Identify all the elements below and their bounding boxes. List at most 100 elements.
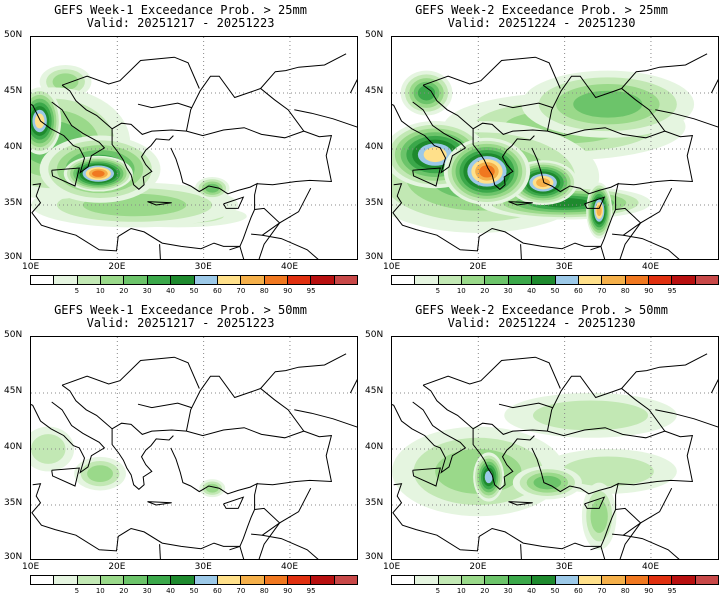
coastline-border bbox=[546, 375, 666, 439]
coastline-border bbox=[111, 122, 187, 135]
colorbar bbox=[391, 575, 719, 585]
lat-label: 50N bbox=[4, 330, 23, 340]
lat-label: 50N bbox=[4, 30, 23, 40]
lon-label: 20E bbox=[469, 562, 487, 572]
precip-contour bbox=[536, 178, 550, 188]
lon-label: 10E bbox=[22, 262, 40, 272]
colorbar-swatch bbox=[77, 576, 102, 584]
colorbar-swatch bbox=[415, 576, 439, 584]
colorbar-swatch bbox=[672, 576, 696, 584]
coastline-border bbox=[294, 109, 357, 128]
coastline-border bbox=[422, 56, 561, 89]
coastline-border bbox=[51, 167, 80, 187]
colorbar-swatch bbox=[54, 576, 78, 584]
lat-label: 45N bbox=[4, 86, 23, 96]
coastline-border bbox=[621, 353, 708, 389]
colorbar-swatch bbox=[672, 276, 696, 284]
colorbar-label: 10 bbox=[456, 287, 466, 295]
coastline-border bbox=[185, 75, 305, 139]
colorbar-label: 80 bbox=[620, 587, 630, 595]
colorbar-swatch bbox=[264, 276, 288, 284]
lat-label: 40N bbox=[365, 442, 384, 452]
colorbar-label: 70 bbox=[236, 587, 246, 595]
colorbar-swatch bbox=[578, 276, 603, 284]
colorbar-swatch bbox=[77, 276, 102, 284]
coastline-border bbox=[159, 244, 161, 259]
colorbar-swatch bbox=[625, 276, 649, 284]
colorbar-label: 20 bbox=[119, 287, 129, 295]
coastline-border bbox=[229, 545, 245, 559]
coastline-border bbox=[137, 102, 192, 109]
coastline-border bbox=[623, 234, 680, 259]
colorbar-swatch bbox=[241, 576, 265, 584]
colorbar-label: 95 bbox=[667, 587, 677, 595]
colorbar-swatch bbox=[54, 276, 78, 284]
coastline-border bbox=[61, 84, 174, 190]
colorbar-label: 90 bbox=[644, 587, 654, 595]
lat-label: 35N bbox=[4, 198, 23, 208]
coastline-border bbox=[623, 534, 680, 559]
colorbar-label: 50 bbox=[189, 587, 199, 595]
lat-label: 30N bbox=[365, 252, 384, 262]
coastline-border bbox=[349, 79, 357, 94]
coastline-border bbox=[710, 379, 718, 394]
coastline-border bbox=[262, 234, 319, 259]
colorbar-label: 80 bbox=[259, 287, 269, 295]
colorbar-label: 5 bbox=[435, 587, 441, 595]
colorbar bbox=[30, 275, 358, 285]
lat-label: 45N bbox=[4, 386, 23, 396]
lon-label: 20E bbox=[469, 262, 487, 272]
precip-contour bbox=[34, 113, 45, 129]
coastline-border bbox=[159, 544, 161, 559]
precip-contour bbox=[31, 434, 66, 464]
colorbar-swatch bbox=[602, 576, 626, 584]
coastline-border bbox=[170, 447, 258, 547]
colorbar-label: 5 bbox=[435, 287, 441, 295]
lat-label: 30N bbox=[4, 252, 23, 262]
map-canvas bbox=[392, 337, 718, 559]
coastline-border bbox=[619, 187, 673, 259]
coastline-border bbox=[392, 101, 467, 174]
coastline-border bbox=[412, 167, 441, 187]
panel-valid-dates: Valid: 20251217 - 20251223 bbox=[86, 16, 275, 30]
colorbar-swatch bbox=[625, 576, 649, 584]
colorbar-swatch bbox=[392, 576, 416, 584]
lon-label: 30E bbox=[194, 262, 212, 272]
coastline-border bbox=[520, 544, 522, 559]
coastline-border bbox=[618, 130, 694, 186]
map-area bbox=[30, 336, 358, 560]
lon-label: 10E bbox=[22, 562, 40, 572]
colorbar-swatch bbox=[462, 276, 486, 284]
colorbar-label: 60 bbox=[212, 287, 222, 295]
coastline-border bbox=[392, 183, 601, 252]
lon-label: 30E bbox=[555, 262, 573, 272]
coastline-border bbox=[251, 207, 281, 236]
coastline-border bbox=[349, 379, 357, 394]
colorbar-label: 95 bbox=[306, 287, 316, 295]
coastline-border bbox=[223, 196, 245, 209]
colorbar-swatch bbox=[648, 276, 673, 284]
coastline-border bbox=[147, 501, 172, 506]
lat-label: 35N bbox=[4, 498, 23, 508]
map-area bbox=[30, 36, 358, 260]
colorbar-swatch bbox=[485, 276, 509, 284]
coastline-border bbox=[31, 483, 240, 552]
lat-label: 50N bbox=[365, 30, 384, 40]
colorbar-swatch bbox=[194, 576, 218, 584]
panel-valid-dates: Valid: 20251224 - 20251230 bbox=[447, 316, 636, 330]
panel-title: GEFS Week-1 Exceedance Prob. > 50mm bbox=[54, 303, 307, 317]
colorbar-swatch bbox=[31, 276, 55, 284]
map-panel-2: GEFS Week-2 Exceedance Prob. > 25mm Valid… bbox=[361, 0, 722, 299]
coastline-border bbox=[392, 483, 601, 552]
map-canvas bbox=[31, 337, 357, 559]
panel-valid-dates: Valid: 20251224 - 20251230 bbox=[447, 16, 636, 30]
precip-contour bbox=[52, 73, 79, 91]
colorbar-swatch bbox=[695, 576, 719, 584]
lon-label: 20E bbox=[108, 262, 126, 272]
colorbar-label: 10 bbox=[95, 287, 105, 295]
colorbar-swatch bbox=[124, 576, 148, 584]
colorbar-swatch bbox=[241, 276, 265, 284]
colorbar-label: 70 bbox=[597, 587, 607, 595]
coastline-border bbox=[294, 409, 357, 428]
coastline-border bbox=[31, 183, 240, 252]
